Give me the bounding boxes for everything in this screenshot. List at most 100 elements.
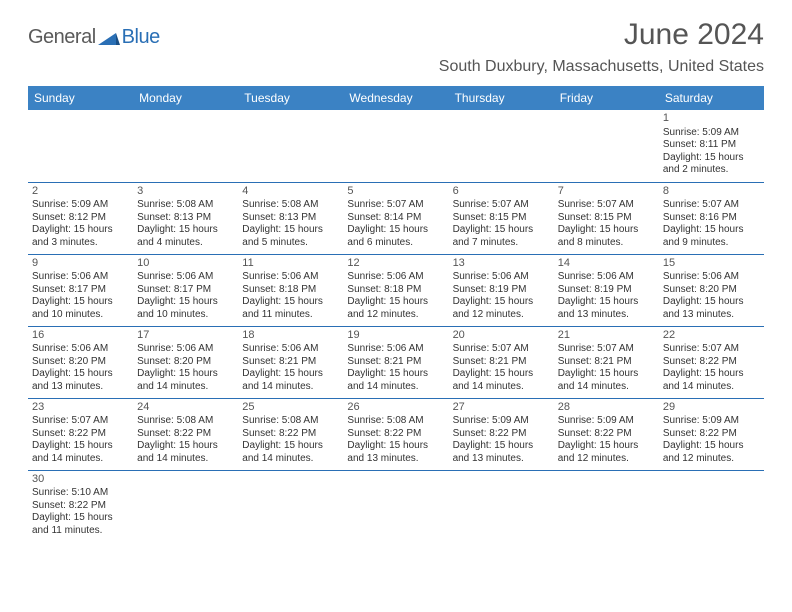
sunrise-text: Sunrise: 5:06 AM (347, 343, 444, 356)
sunset-text: Sunset: 8:22 PM (137, 428, 234, 441)
daylight-text: Daylight: 15 hours (242, 440, 339, 453)
location-subtitle: South Duxbury, Massachusetts, United Sta… (439, 58, 764, 76)
calendar-empty-cell (343, 470, 448, 542)
daylight-text: and 8 minutes. (558, 237, 655, 250)
day-number: 19 (347, 329, 444, 343)
sunset-text: Sunset: 8:21 PM (558, 356, 655, 369)
daylight-text: and 12 minutes. (347, 309, 444, 322)
calendar-day-cell: 30Sunrise: 5:10 AMSunset: 8:22 PMDayligh… (28, 470, 133, 542)
daylight-text: Daylight: 15 hours (347, 440, 444, 453)
calendar-day-cell: 3Sunrise: 5:08 AMSunset: 8:13 PMDaylight… (133, 182, 238, 254)
daylight-text: and 14 minutes. (32, 453, 129, 466)
weekday-header: Saturday (659, 86, 764, 110)
calendar-day-cell: 27Sunrise: 5:09 AMSunset: 8:22 PMDayligh… (449, 398, 554, 470)
weekday-header: Sunday (28, 86, 133, 110)
calendar-empty-cell (238, 110, 343, 182)
sunset-text: Sunset: 8:20 PM (32, 356, 129, 369)
daylight-text: and 14 minutes. (137, 381, 234, 394)
weekday-header: Monday (133, 86, 238, 110)
sunset-text: Sunset: 8:20 PM (663, 284, 760, 297)
calendar-day-cell: 22Sunrise: 5:07 AMSunset: 8:22 PMDayligh… (659, 326, 764, 398)
calendar-empty-cell (554, 470, 659, 542)
calendar-day-cell: 8Sunrise: 5:07 AMSunset: 8:16 PMDaylight… (659, 182, 764, 254)
daylight-text: and 6 minutes. (347, 237, 444, 250)
daylight-text: and 9 minutes. (663, 237, 760, 250)
daylight-text: Daylight: 15 hours (32, 296, 129, 309)
sunrise-text: Sunrise: 5:08 AM (137, 199, 234, 212)
calendar-empty-cell (133, 470, 238, 542)
calendar-table: Sunday Monday Tuesday Wednesday Thursday… (28, 86, 764, 542)
day-number: 26 (347, 401, 444, 415)
day-number: 23 (32, 401, 129, 415)
brand-text-general: General (28, 26, 96, 49)
weekday-header: Friday (554, 86, 659, 110)
sunrise-text: Sunrise: 5:06 AM (242, 343, 339, 356)
sunrise-text: Sunrise: 5:10 AM (32, 487, 129, 500)
sunset-text: Sunset: 8:22 PM (242, 428, 339, 441)
calendar-day-cell: 4Sunrise: 5:08 AMSunset: 8:13 PMDaylight… (238, 182, 343, 254)
calendar-day-cell: 12Sunrise: 5:06 AMSunset: 8:18 PMDayligh… (343, 254, 448, 326)
brand-text-blue: Blue (122, 26, 160, 49)
day-number: 2 (32, 185, 129, 199)
sunset-text: Sunset: 8:22 PM (32, 428, 129, 441)
sunrise-text: Sunrise: 5:06 AM (663, 271, 760, 284)
sunrise-text: Sunrise: 5:09 AM (663, 127, 760, 140)
daylight-text: and 13 minutes. (663, 309, 760, 322)
calendar-week-row: 1Sunrise: 5:09 AMSunset: 8:11 PMDaylight… (28, 110, 764, 182)
calendar-day-cell: 17Sunrise: 5:06 AMSunset: 8:20 PMDayligh… (133, 326, 238, 398)
sunset-text: Sunset: 8:22 PM (347, 428, 444, 441)
calendar-day-cell: 10Sunrise: 5:06 AMSunset: 8:17 PMDayligh… (133, 254, 238, 326)
sunset-text: Sunset: 8:18 PM (347, 284, 444, 297)
daylight-text: Daylight: 15 hours (663, 224, 760, 237)
daylight-text: and 10 minutes. (137, 309, 234, 322)
sunset-text: Sunset: 8:19 PM (453, 284, 550, 297)
sunrise-text: Sunrise: 5:08 AM (137, 415, 234, 428)
sunrise-text: Sunrise: 5:07 AM (558, 199, 655, 212)
sunset-text: Sunset: 8:14 PM (347, 212, 444, 225)
calendar-day-cell: 24Sunrise: 5:08 AMSunset: 8:22 PMDayligh… (133, 398, 238, 470)
sunrise-text: Sunrise: 5:09 AM (663, 415, 760, 428)
sunset-text: Sunset: 8:22 PM (558, 428, 655, 441)
brand-logo: General Blue (28, 26, 160, 49)
calendar-day-cell: 20Sunrise: 5:07 AMSunset: 8:21 PMDayligh… (449, 326, 554, 398)
sunset-text: Sunset: 8:21 PM (453, 356, 550, 369)
day-number: 14 (558, 257, 655, 271)
sunset-text: Sunset: 8:13 PM (137, 212, 234, 225)
calendar-day-cell: 14Sunrise: 5:06 AMSunset: 8:19 PMDayligh… (554, 254, 659, 326)
sunrise-text: Sunrise: 5:08 AM (347, 415, 444, 428)
sunrise-text: Sunrise: 5:07 AM (663, 343, 760, 356)
daylight-text: Daylight: 15 hours (32, 512, 129, 525)
day-number: 22 (663, 329, 760, 343)
sunrise-text: Sunrise: 5:07 AM (558, 343, 655, 356)
day-number: 9 (32, 257, 129, 271)
daylight-text: and 13 minutes. (347, 453, 444, 466)
day-number: 5 (347, 185, 444, 199)
sunset-text: Sunset: 8:22 PM (453, 428, 550, 441)
sunset-text: Sunset: 8:17 PM (32, 284, 129, 297)
day-number: 15 (663, 257, 760, 271)
calendar-day-cell: 18Sunrise: 5:06 AMSunset: 8:21 PMDayligh… (238, 326, 343, 398)
calendar-day-cell: 9Sunrise: 5:06 AMSunset: 8:17 PMDaylight… (28, 254, 133, 326)
calendar-day-cell: 2Sunrise: 5:09 AMSunset: 8:12 PMDaylight… (28, 182, 133, 254)
sunset-text: Sunset: 8:11 PM (663, 139, 760, 152)
daylight-text: Daylight: 15 hours (242, 224, 339, 237)
daylight-text: and 3 minutes. (32, 237, 129, 250)
sunrise-text: Sunrise: 5:07 AM (453, 199, 550, 212)
calendar-day-cell: 16Sunrise: 5:06 AMSunset: 8:20 PMDayligh… (28, 326, 133, 398)
calendar-day-cell: 13Sunrise: 5:06 AMSunset: 8:19 PMDayligh… (449, 254, 554, 326)
sunset-text: Sunset: 8:15 PM (558, 212, 655, 225)
sunrise-text: Sunrise: 5:09 AM (32, 199, 129, 212)
calendar-empty-cell (343, 110, 448, 182)
daylight-text: and 4 minutes. (137, 237, 234, 250)
weekday-header: Tuesday (238, 86, 343, 110)
day-number: 20 (453, 329, 550, 343)
sunrise-text: Sunrise: 5:06 AM (242, 271, 339, 284)
calendar-day-cell: 23Sunrise: 5:07 AMSunset: 8:22 PMDayligh… (28, 398, 133, 470)
day-number: 12 (347, 257, 444, 271)
day-number: 24 (137, 401, 234, 415)
daylight-text: Daylight: 15 hours (137, 296, 234, 309)
daylight-text: Daylight: 15 hours (32, 368, 129, 381)
daylight-text: Daylight: 15 hours (242, 296, 339, 309)
daylight-text: and 11 minutes. (242, 309, 339, 322)
calendar-day-cell: 21Sunrise: 5:07 AMSunset: 8:21 PMDayligh… (554, 326, 659, 398)
